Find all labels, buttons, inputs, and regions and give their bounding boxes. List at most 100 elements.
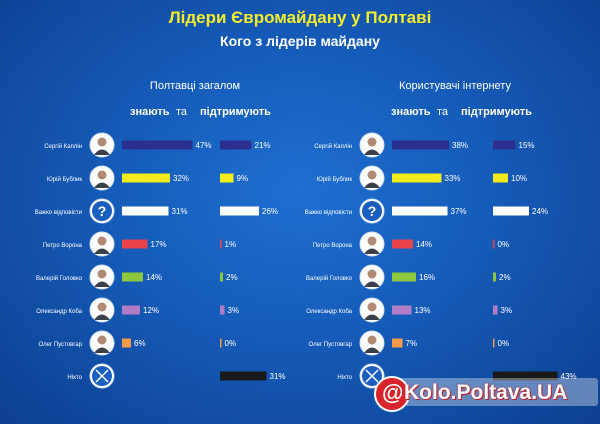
- know-bar: [392, 173, 442, 183]
- question-disc: [92, 201, 112, 221]
- know-bar: [122, 338, 131, 348]
- support-value-label: 3%: [501, 306, 513, 315]
- support-value-label: 0%: [498, 339, 510, 348]
- support-bar: [493, 140, 516, 150]
- avatar-body: [364, 149, 380, 155]
- know-value-label: 17%: [151, 240, 167, 249]
- support-value-label: 2%: [226, 273, 238, 282]
- category-label: Петро Ворона: [43, 243, 83, 249]
- support-value-label: 21%: [255, 141, 271, 150]
- avatar-head: [97, 335, 107, 345]
- know-value-label: 7%: [406, 339, 418, 348]
- avatar-body: [94, 182, 110, 188]
- know-bar: [122, 305, 140, 315]
- cross-line: [365, 369, 379, 383]
- know-value-label: 37%: [451, 207, 467, 216]
- and-label-right: та: [437, 106, 449, 118]
- category-label: Сергій Каплін: [314, 143, 352, 150]
- category-label: Олександр Коба: [306, 309, 352, 315]
- category-label: Важко відповісти: [305, 210, 352, 216]
- watermark: @ Kolo.Poltava.UA: [368, 372, 600, 412]
- category-label: Валерій Головко: [306, 275, 353, 282]
- know-bar: [122, 140, 193, 150]
- support-bar: [220, 305, 225, 315]
- support-bar: [220, 206, 259, 216]
- support-value-label: 9%: [237, 174, 249, 183]
- support-value-label: 0%: [225, 339, 237, 348]
- know-header-right: знають: [391, 106, 431, 118]
- support-bar: [493, 206, 529, 216]
- support-bar: [220, 239, 222, 249]
- category-label: Олег Пустовгар: [309, 342, 353, 348]
- know-value-label: 38%: [452, 141, 468, 150]
- category-label: Важко відповісти: [35, 210, 82, 216]
- avatar-head: [367, 302, 377, 312]
- avatar-body: [94, 347, 110, 353]
- know-value-label: 16%: [419, 273, 435, 282]
- know-header-left: знають: [130, 106, 170, 118]
- support-header-right: підтримують: [461, 106, 532, 118]
- avatar-head: [367, 269, 377, 279]
- watermark-logo-icon: @: [374, 376, 410, 412]
- avatar-body: [364, 314, 380, 320]
- category-label: Олег Пустовгар: [39, 342, 83, 348]
- support-bar: [493, 338, 495, 348]
- know-bar: [392, 305, 412, 315]
- support-value-label: 43%: [561, 372, 577, 381]
- avatar-body: [364, 182, 380, 188]
- and-label-left: та: [176, 106, 188, 118]
- support-bar: [493, 239, 495, 249]
- know-value-label: 32%: [173, 174, 189, 183]
- support-value-label: 31%: [270, 372, 286, 381]
- category-label: Юрій Бублик: [47, 176, 83, 183]
- support-header-left: підтримують: [200, 106, 271, 118]
- avatar-head: [367, 137, 377, 147]
- support-bar: [220, 371, 267, 381]
- know-value-label: 47%: [196, 141, 212, 150]
- support-bar: [493, 173, 508, 183]
- avatar-body: [364, 281, 380, 287]
- avatar-head: [97, 236, 107, 246]
- question-mark: ?: [98, 203, 107, 219]
- avatar-body: [94, 149, 110, 155]
- know-value-label: 13%: [415, 306, 431, 315]
- group-title-left: Полтавці загалом: [149, 80, 241, 92]
- page-subtitle: Кого з лідерів майдану: [220, 33, 380, 49]
- question-mark: ?: [368, 203, 377, 219]
- support-bar: [220, 272, 223, 282]
- watermark-band: [398, 378, 598, 406]
- category-label: Петро Ворона: [313, 243, 353, 249]
- know-bar: [122, 173, 170, 183]
- avatar-head: [97, 302, 107, 312]
- know-bar: [392, 239, 413, 249]
- watermark-text: Kolo.Poltava.UA: [404, 381, 568, 404]
- know-value-label: 33%: [445, 174, 461, 183]
- support-value-label: 24%: [532, 207, 548, 216]
- avatar-head: [367, 335, 377, 345]
- know-bar: [392, 140, 449, 150]
- know-value-label: 14%: [416, 240, 432, 249]
- avatar-body: [94, 281, 110, 287]
- support-bar: [220, 338, 222, 348]
- know-value-label: 14%: [146, 273, 162, 282]
- category-label: Ніхто: [67, 375, 82, 381]
- category-label: Ніхто: [337, 375, 352, 381]
- support-value-label: 1%: [225, 240, 237, 249]
- group-title-right: Користувачі інтернету: [399, 80, 511, 92]
- support-value-label: 0%: [498, 240, 510, 249]
- avatar-body: [94, 314, 110, 320]
- know-bar: [392, 338, 403, 348]
- support-value-label: 2%: [499, 273, 511, 282]
- know-bar: [122, 239, 148, 249]
- support-bar: [493, 371, 558, 381]
- avatar-head: [367, 236, 377, 246]
- support-value-label: 15%: [519, 141, 535, 150]
- support-bar: [220, 173, 234, 183]
- avatar-body: [364, 248, 380, 254]
- category-label: Олександр Коба: [36, 309, 82, 315]
- cross-line: [95, 369, 109, 383]
- know-bar: [122, 272, 143, 282]
- support-bar: [493, 272, 496, 282]
- know-bar: [122, 206, 169, 216]
